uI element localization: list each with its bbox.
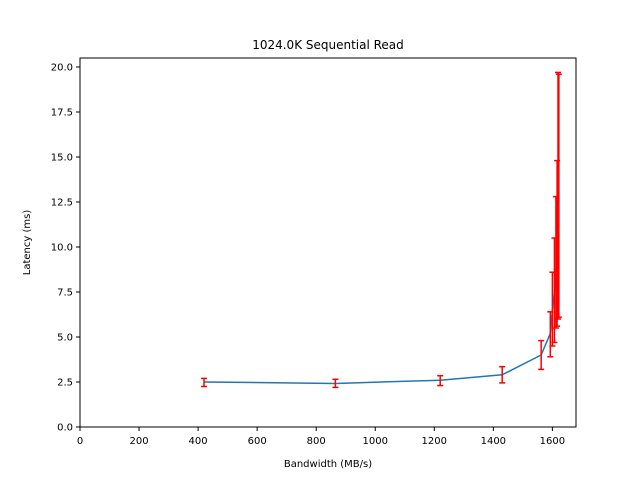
y-tick-label: 12.5 bbox=[51, 198, 73, 209]
x-tick-label: 1400 bbox=[481, 436, 506, 447]
x-tick-label: 1200 bbox=[422, 436, 447, 447]
y-tick-label: 7.5 bbox=[57, 288, 73, 299]
y-tick-label: 17.5 bbox=[51, 108, 73, 119]
error-bar bbox=[437, 374, 444, 387]
plot-frame bbox=[79, 57, 577, 428]
chart-title: 1024.0K Sequential Read bbox=[252, 38, 404, 52]
x-tick-label: 400 bbox=[189, 436, 208, 447]
y-tick-label: 15.0 bbox=[51, 153, 73, 164]
error-bar bbox=[499, 365, 506, 384]
y-tick-label: 10.0 bbox=[51, 243, 73, 254]
y-tick-label: 0.0 bbox=[57, 423, 73, 434]
error-bar bbox=[555, 73, 562, 318]
error-bar bbox=[201, 377, 207, 388]
x-tick-label: 1600 bbox=[540, 436, 565, 447]
x-axis: 0 200 400 600 800 1000 1200 1400 1600 bbox=[77, 427, 565, 447]
series-layer bbox=[201, 71, 562, 389]
y-tick-label: 2.5 bbox=[57, 378, 73, 389]
series-line bbox=[203, 200, 560, 385]
x-tick-label: 800 bbox=[307, 436, 326, 447]
x-tick-label: 0 bbox=[77, 436, 83, 447]
x-tick-label: 600 bbox=[248, 436, 267, 447]
y-tick-label: 5.0 bbox=[57, 333, 73, 344]
x-tick-label: 1000 bbox=[363, 436, 388, 447]
y-tick-label: 20.0 bbox=[51, 63, 73, 74]
y-axis-label: Latency (ms) bbox=[22, 210, 33, 276]
x-tick-label: 200 bbox=[130, 436, 149, 447]
x-axis-label: Bandwidth (MB/s) bbox=[284, 459, 372, 470]
error-bar bbox=[538, 339, 545, 371]
y-axis: 0.0 2.5 5.0 7.5 10.0 12.5 15.0 17.5 20.0 bbox=[51, 63, 80, 434]
error-bar bbox=[332, 378, 339, 389]
error-bar bbox=[554, 71, 561, 320]
